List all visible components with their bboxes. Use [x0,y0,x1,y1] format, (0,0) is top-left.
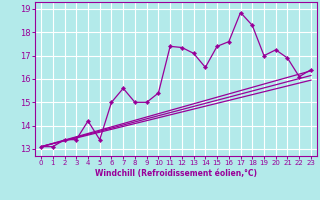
X-axis label: Windchill (Refroidissement éolien,°C): Windchill (Refroidissement éolien,°C) [95,169,257,178]
